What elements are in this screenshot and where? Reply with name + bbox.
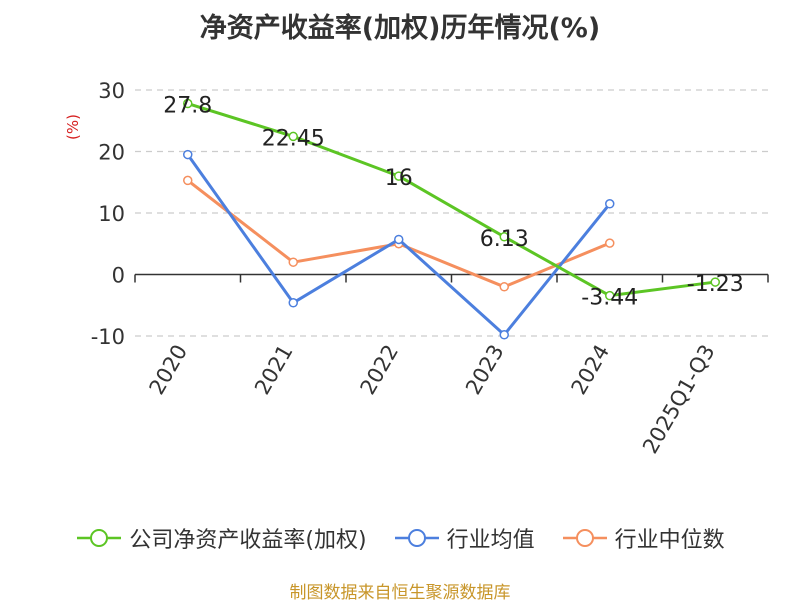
data-label: -3.44 bbox=[581, 286, 638, 311]
line-chart: 30 20 10 0 -10 (%) 2020 2021 2022 2023 2024 2025Q1-… bbox=[64, 79, 769, 458]
legend-swatch bbox=[562, 529, 607, 547]
data-label: -1.23 bbox=[687, 272, 744, 297]
x-tick-label: 2024 bbox=[567, 341, 615, 399]
data-point bbox=[394, 234, 404, 245]
y-tick-label: 20 bbox=[98, 141, 125, 165]
data-point bbox=[183, 149, 193, 160]
data-label: 6.13 bbox=[480, 227, 529, 252]
y-tick-label: 30 bbox=[98, 79, 125, 103]
data-point bbox=[605, 238, 615, 248]
data-point bbox=[499, 232, 509, 242]
y-axis-label: (%) bbox=[64, 114, 82, 140]
legend-label: 行业中位数 bbox=[614, 528, 725, 553]
data-point bbox=[605, 199, 615, 209]
data-point bbox=[183, 98, 193, 109]
data-point bbox=[288, 298, 298, 308]
data-point bbox=[499, 282, 509, 292]
x-tick-label: 2021 bbox=[250, 341, 298, 399]
x-tick-label: 2025Q1-Q3 bbox=[638, 341, 720, 458]
source-footer: 制图数据来自恒生聚源数据库 bbox=[289, 583, 511, 603]
x-tick-label: 2023 bbox=[461, 341, 509, 399]
legend: 公司净资产收益率(加权) 行业均值 行业中位数 bbox=[0, 520, 800, 556]
x-tick-label: 2022 bbox=[356, 341, 404, 399]
chart-title: 净资产收益率(加权)历年情况(%) bbox=[199, 13, 601, 44]
series-line bbox=[186, 179, 611, 289]
legend-item: 公司净资产收益率(加权) bbox=[75, 522, 367, 554]
data-label: 22.45 bbox=[262, 126, 325, 151]
legend-label: 行业均值 bbox=[446, 528, 535, 553]
x-tick-label: 2020 bbox=[145, 341, 193, 399]
data-point bbox=[394, 171, 404, 181]
series-line bbox=[187, 102, 716, 298]
data-label: 16 bbox=[385, 166, 413, 191]
data-point bbox=[288, 131, 298, 142]
y-tick-label: 0 bbox=[112, 264, 125, 288]
data-point bbox=[288, 257, 298, 267]
y-tick-label: -10 bbox=[91, 325, 125, 349]
data-point bbox=[605, 290, 615, 301]
legend-swatch bbox=[394, 529, 439, 547]
data-point bbox=[710, 277, 720, 287]
legend-item: 行业均值 bbox=[393, 522, 535, 554]
legend-item: 行业中位数 bbox=[561, 522, 725, 554]
data-label: 27.8 bbox=[163, 94, 212, 119]
data-point bbox=[183, 175, 193, 186]
legend-swatch bbox=[77, 529, 122, 547]
data-point bbox=[499, 330, 509, 340]
y-tick-label: 10 bbox=[98, 202, 125, 226]
legend-label: 公司净资产收益率(加权) bbox=[129, 528, 367, 553]
